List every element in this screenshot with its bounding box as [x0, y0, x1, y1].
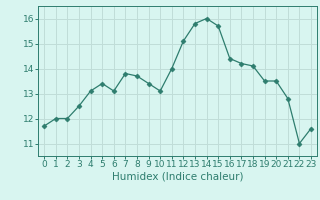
X-axis label: Humidex (Indice chaleur): Humidex (Indice chaleur)	[112, 172, 243, 182]
